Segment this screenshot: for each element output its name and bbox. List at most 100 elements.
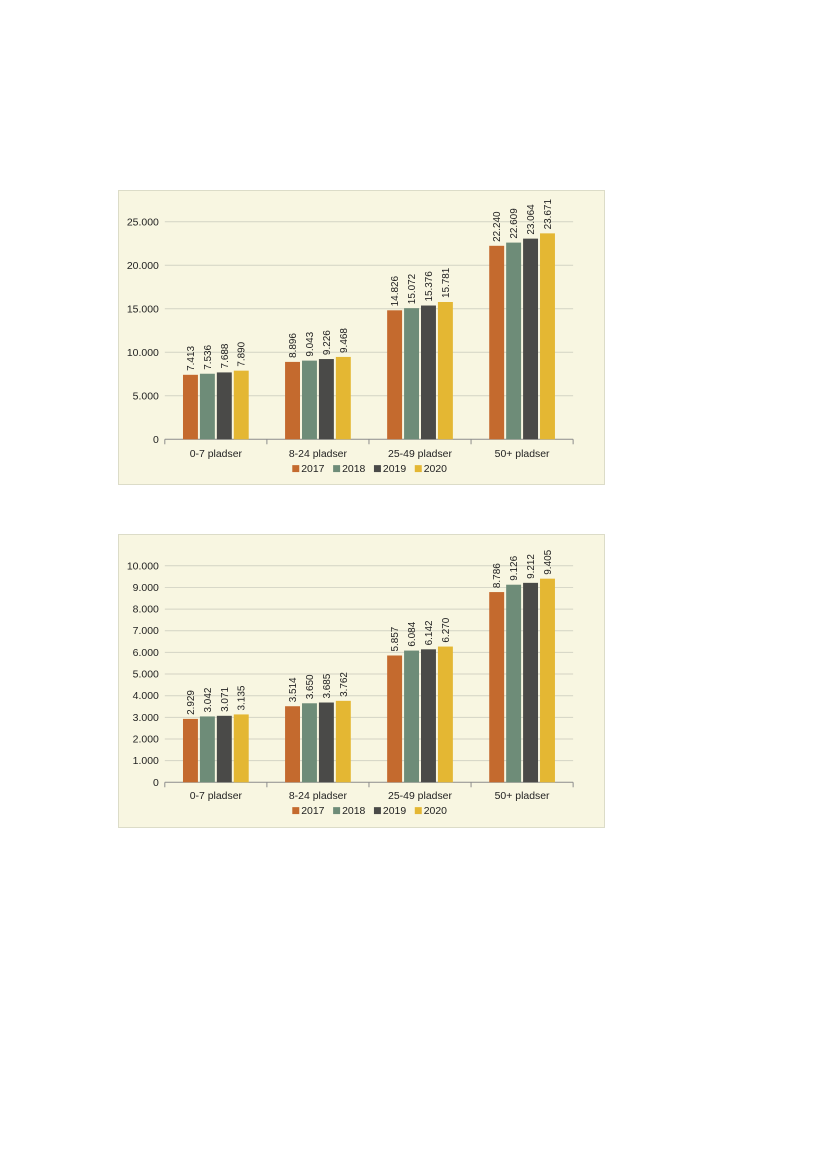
bar-2020 — [437, 646, 453, 783]
data-label: 9.212 — [526, 554, 537, 579]
bar-2020 — [540, 233, 555, 440]
bar-2017 — [387, 655, 403, 783]
bar-2018 — [404, 308, 420, 440]
bar-2018 — [301, 360, 317, 440]
bar-2019 — [523, 582, 539, 783]
bar-2018 — [506, 242, 522, 440]
y-tick-label: 1.000 — [133, 756, 159, 767]
bar-2019 — [216, 372, 232, 440]
y-tick-label: 25.000 — [127, 217, 159, 228]
category-label: 25-49 pladser — [388, 449, 452, 460]
bar-2020 — [233, 370, 249, 440]
bar-2018 — [199, 716, 215, 783]
data-label: 2.929 — [186, 690, 197, 715]
y-tick-label: 20.000 — [127, 261, 159, 272]
bar-2018 — [506, 584, 522, 783]
category-label: 50+ pladser — [495, 791, 550, 802]
y-tick-label: 0 — [153, 778, 159, 789]
data-label: 9.226 — [322, 330, 333, 355]
bar-2017 — [489, 245, 505, 440]
bar-2018 — [301, 703, 317, 783]
data-label: 5.857 — [390, 626, 401, 651]
legend: 2017 2018 2019 2020 — [292, 806, 447, 817]
data-label: 3.071 — [220, 687, 231, 712]
y-tick-label: 10.000 — [127, 561, 159, 572]
legend-swatch — [292, 807, 300, 815]
y-tick-label: 3.000 — [133, 713, 159, 724]
y-tick-label: 9.000 — [133, 583, 159, 594]
bar-2018 — [199, 373, 215, 440]
data-label: 15.376 — [424, 271, 435, 302]
bar-2019 — [318, 702, 334, 783]
y-tick-label: 10.000 — [127, 348, 159, 359]
bar-2017 — [285, 361, 301, 440]
bar-2019 — [421, 649, 436, 783]
data-label: 23.671 — [543, 199, 554, 230]
y-tick-label: 5.000 — [133, 391, 159, 402]
legend-swatch — [414, 465, 422, 473]
y-tick-label: 4.000 — [133, 691, 159, 702]
data-label: 6.084 — [407, 621, 418, 646]
bar-2019 — [216, 715, 232, 783]
y-tick-label: 15.000 — [127, 304, 159, 315]
category-label: 50+ pladser — [495, 449, 550, 460]
data-label: 23.064 — [526, 204, 537, 235]
data-label: 9.468 — [339, 328, 350, 353]
data-label: 8.786 — [492, 563, 503, 588]
data-label: 3.650 — [305, 674, 316, 699]
data-label: 3.135 — [237, 685, 248, 710]
legend: 2017 2018 2019 2020 — [292, 464, 447, 475]
data-label: 6.142 — [424, 620, 435, 645]
bar-2019 — [421, 305, 436, 440]
data-label: 9.405 — [543, 549, 554, 574]
legend-swatch — [333, 465, 341, 473]
legend-label: 2020 — [424, 464, 447, 475]
data-label: 3.685 — [322, 673, 333, 698]
bar-2020 — [335, 356, 351, 440]
bar-2019 — [318, 359, 334, 440]
bar-2020 — [335, 700, 351, 783]
bar-chart-2: 0 1.000 2.000 3.000 4.000 5.000 6.000 7.000 8.00… — [118, 534, 605, 828]
legend-label: 2017 — [301, 806, 324, 817]
y-tick-label: 8.000 — [133, 605, 159, 616]
data-label: 3.042 — [203, 687, 214, 712]
chart-svg: 0 1.000 2.000 3.000 4.000 5.000 6.000 7.000 8.00… — [127, 549, 574, 817]
y-tick-label: 5.000 — [133, 670, 159, 681]
y-tick-label: 6.000 — [133, 648, 159, 659]
legend-label: 2020 — [424, 806, 447, 817]
data-label: 8.896 — [288, 333, 299, 358]
data-label: 15.072 — [407, 273, 418, 304]
legend-label: 2018 — [342, 806, 365, 817]
category-label: 25-49 pladser — [388, 791, 452, 802]
data-label: 22.240 — [492, 211, 503, 242]
data-label: 7.890 — [237, 341, 248, 366]
legend-swatch — [333, 807, 341, 815]
y-tick-label: 2.000 — [133, 734, 159, 745]
legend-label: 2017 — [301, 464, 324, 475]
data-label: 15.781 — [441, 267, 452, 298]
data-label: 3.762 — [339, 672, 350, 697]
data-label: 3.514 — [288, 677, 299, 702]
bar-2017 — [182, 374, 198, 440]
bar-2020 — [540, 578, 555, 783]
bar-2017 — [182, 718, 198, 783]
bar-2017 — [285, 706, 301, 783]
data-label: 9.126 — [509, 555, 520, 580]
bar-2020 — [233, 714, 249, 783]
data-label: 6.270 — [441, 617, 452, 642]
bar-2019 — [523, 238, 539, 440]
category-label: 0-7 pladser — [190, 449, 243, 460]
bar-2020 — [437, 302, 453, 440]
data-label: 9.043 — [305, 331, 316, 356]
legend-swatch — [373, 807, 381, 815]
bar-chart-1: 0 5.000 10.000 15.000 20.000 25.000 7.413 7.536… — [118, 190, 605, 485]
data-label: 22.609 — [509, 208, 520, 239]
legend-label: 2018 — [342, 464, 365, 475]
bar-2018 — [404, 650, 420, 783]
legend-label: 2019 — [383, 464, 406, 475]
data-label: 7.413 — [186, 346, 197, 371]
chart-svg: 0 5.000 10.000 15.000 20.000 25.000 7.413 7.536… — [127, 199, 574, 475]
data-label: 7.536 — [203, 344, 214, 369]
category-label: 0-7 pladser — [190, 791, 243, 802]
bar-2017 — [387, 310, 403, 440]
